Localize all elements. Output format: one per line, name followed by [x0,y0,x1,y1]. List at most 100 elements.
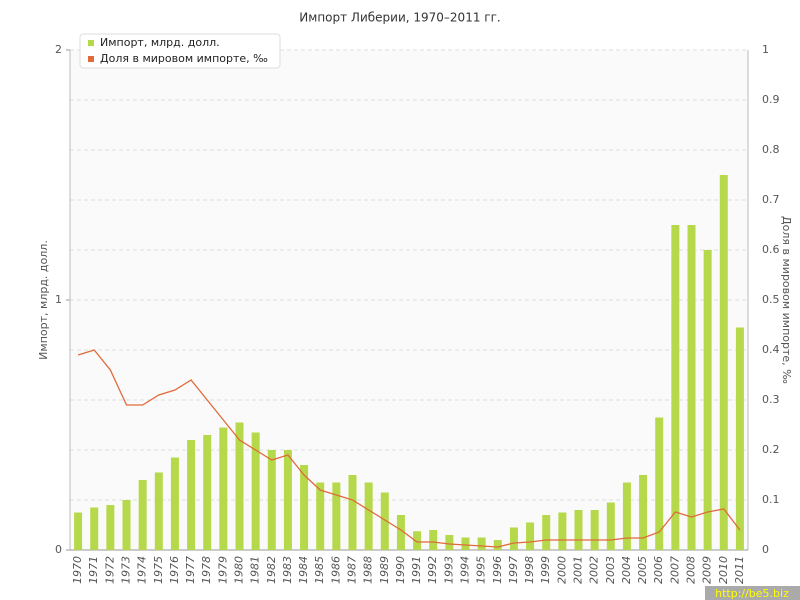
x-tick-label: 1973 [120,556,133,584]
x-tick-label: 1993 [442,556,455,584]
y2-tick-label: 0.7 [762,193,780,206]
y-tick-label: 1 [55,293,62,306]
x-tick-label: 1990 [394,556,407,584]
y2-tick-label: 0.9 [762,93,780,106]
x-tick-label: 1970 [71,556,84,584]
x-tick-label: 1999 [539,556,552,584]
bar [687,225,696,550]
legend-swatch [88,56,94,62]
bar [316,482,325,550]
y2-tick-label: 0.5 [762,293,780,306]
x-tick-label: 2005 [636,556,649,584]
x-tick-label: 1974 [136,556,149,584]
bar [251,432,260,550]
y2-tick-label: 1 [762,43,769,56]
x-tick-label: 1977 [184,556,197,584]
bar [639,475,648,550]
x-tick-label: 1979 [216,556,229,584]
x-tick-label: 1998 [523,556,536,584]
y2-tick-label: 0.1 [762,493,780,506]
x-tick-label: 2003 [604,556,617,584]
watermark: http://be5.biz [715,587,789,600]
bar [396,515,405,550]
bar [526,522,535,550]
legend-swatch [88,40,94,46]
x-tick-label: 1983 [281,556,294,584]
bar [300,465,309,550]
bar [106,505,115,550]
bar [606,502,615,550]
bar [235,422,244,550]
bar [493,540,502,550]
x-tick-label: 2009 [701,556,714,584]
bar [558,512,567,550]
bar [509,527,518,550]
x-tick-label: 1986 [329,556,342,584]
bar [332,482,341,550]
bar [719,175,728,550]
bar [477,537,486,550]
x-tick-label: 2006 [652,556,665,584]
x-tick-label: 1972 [103,556,116,584]
x-tick-label: 1992 [426,556,439,584]
bar [380,492,389,550]
x-tick-label: 2001 [572,556,585,584]
bar [187,440,196,550]
bar [90,507,99,550]
y2-tick-label: 0.4 [762,343,780,356]
y-tick-label: 0 [55,543,62,556]
bar [267,450,276,550]
bar [348,475,357,550]
bar [671,225,680,550]
bar [429,530,438,550]
x-tick-label: 1971 [87,556,100,584]
bar [735,327,744,550]
x-tick-label: 1996 [491,556,504,584]
bar [154,472,163,550]
bar [461,537,470,550]
x-tick-label: 2011 [733,556,746,584]
bar [590,510,599,550]
line [77,349,741,548]
x-tick-label: 1991 [410,556,423,584]
bar [138,480,147,550]
x-tick-label: 1976 [168,556,181,584]
x-tick-label: 1982 [265,556,278,584]
x-tick-label: 2010 [717,556,730,584]
x-tick-label: 2002 [588,556,601,584]
x-tick-label: 2008 [685,556,698,584]
y2-tick-label: 0 [762,543,769,556]
bar [219,427,228,550]
bar [445,535,454,550]
x-tick-label: 1994 [459,556,472,584]
x-tick-label: 1980 [233,556,246,584]
x-tick-label: 1984 [297,556,310,584]
watermark-bg [705,586,800,600]
bar [74,512,83,550]
x-tick-label: 1988 [362,556,375,584]
y2-axis-label: Доля в мировом импорте, ‰ [780,216,793,384]
x-tick-label: 2004 [620,556,633,584]
bar [655,417,664,550]
y2-tick-label: 0.2 [762,443,780,456]
y2-tick-label: 0.3 [762,393,780,406]
y2-tick-label: 0.8 [762,143,780,156]
x-tick-label: 2000 [555,556,568,584]
bar [203,435,212,550]
bar [364,482,373,550]
y-tick-label: 2 [55,43,62,56]
x-tick-label: 2007 [668,556,681,584]
x-tick-label: 1975 [152,556,165,584]
x-tick-label: 1995 [475,556,488,584]
x-tick-label: 1985 [313,556,326,584]
bar [574,510,583,550]
x-tick-label: 1997 [507,556,520,584]
bar [413,531,422,550]
x-tick-label: 1987 [346,556,359,584]
legend-label: Импорт, млрд. долл. [100,36,220,49]
legend-box [79,33,281,69]
bar [622,482,631,550]
bar [283,450,292,550]
x-tick-label: 1989 [378,556,391,584]
